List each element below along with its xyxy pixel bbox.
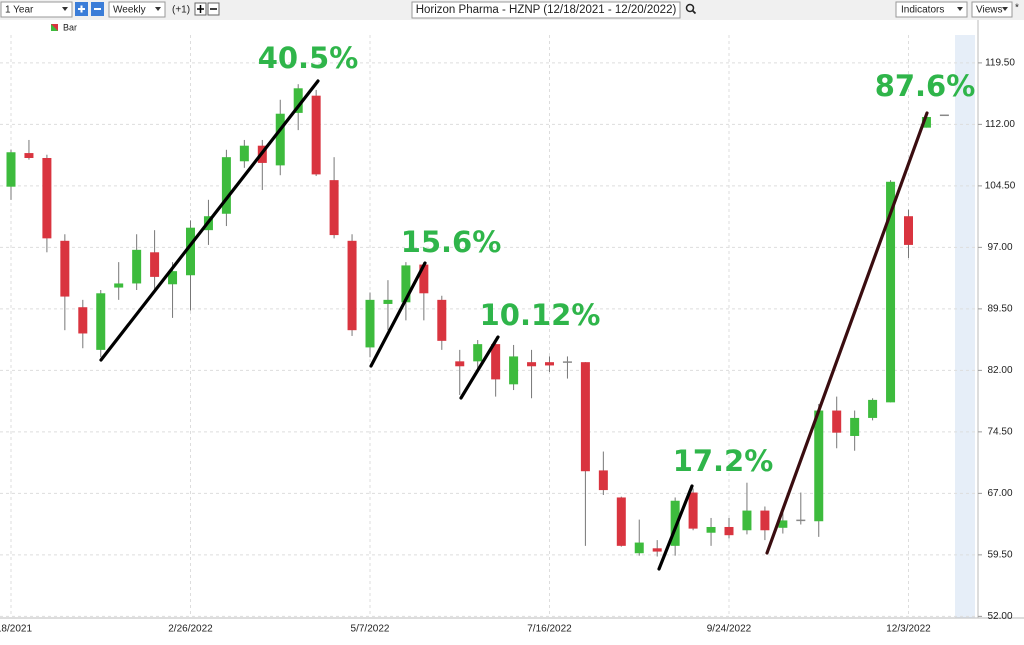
- candle-body: [688, 492, 698, 529]
- candle-body: [904, 216, 913, 245]
- candle-body: [850, 417, 860, 436]
- candle-body: [150, 252, 160, 277]
- y-tick-label: 119.50: [985, 58, 1015, 69]
- candle-body: [832, 410, 842, 433]
- y-tick-label: 67.00: [987, 488, 1012, 499]
- candle-body: [724, 526, 734, 536]
- candle-body: [545, 362, 554, 366]
- candle-body: [168, 271, 178, 285]
- candle-body: [634, 542, 644, 554]
- x-tick-label: 5/7/2022: [351, 624, 390, 635]
- range-select[interactable]: [0, 1, 73, 18]
- indicators-select[interactable]: [895, 1, 968, 18]
- views-text: Views: [976, 5, 1003, 16]
- candle-body: [311, 95, 321, 175]
- legend-label: Bar: [63, 22, 77, 32]
- candle-body: [939, 114, 949, 117]
- modified-star: *: [1015, 3, 1019, 14]
- candle-body: [527, 362, 537, 367]
- candle-body: [365, 299, 375, 348]
- candle-body: [132, 249, 142, 284]
- x-tick-label: 12/18/2021: [0, 624, 32, 635]
- candle-body: [186, 227, 195, 276]
- annotation: 10.12%: [480, 298, 601, 332]
- candle-body: [670, 500, 680, 546]
- candle-body: [886, 181, 896, 403]
- candle-body: [616, 497, 626, 546]
- candle-body: [473, 344, 483, 362]
- x-tick-label: 7/16/2022: [527, 624, 572, 635]
- candle-body: [814, 410, 824, 522]
- y-tick-label: 59.50: [987, 550, 1012, 561]
- future-zone: [955, 35, 975, 618]
- candle-body: [598, 470, 608, 491]
- candle-body: [6, 152, 16, 187]
- candle-body: [383, 299, 393, 304]
- annotation: 15.6%: [401, 225, 502, 259]
- candle-body: [868, 399, 878, 418]
- candle-body: [652, 548, 662, 552]
- y-tick-label: 89.50: [987, 304, 1012, 315]
- candle-body: [796, 519, 806, 522]
- candle-body: [24, 153, 34, 158]
- symbol-box[interactable]: [411, 1, 681, 19]
- candle-body: [419, 264, 429, 294]
- y-tick-label: 52.00: [987, 611, 1012, 622]
- interval-select[interactable]: [108, 1, 166, 18]
- candle-body: [760, 510, 770, 531]
- candle-body: [706, 526, 716, 533]
- x-tick-label: 12/3/2022: [886, 624, 931, 635]
- x-tick-label: 9/24/2022: [707, 624, 752, 635]
- y-tick-label: 82.00: [987, 365, 1012, 376]
- symbol-text: Horizon Pharma - HZNP (12/18/2021 - 12/2…: [416, 4, 677, 16]
- candle-body: [401, 265, 411, 303]
- annotation: 40.5%: [258, 41, 359, 75]
- candle-body: [221, 157, 231, 214]
- candle-body: [275, 113, 285, 166]
- y-tick-label: 97.00: [987, 242, 1012, 253]
- y-tick-label: 104.50: [985, 181, 1016, 192]
- candle-body: [778, 520, 788, 528]
- candle-body: [293, 88, 303, 113]
- x-tick-label: 2/26/2022: [168, 624, 213, 635]
- candle-body: [347, 240, 357, 331]
- candle-body: [491, 344, 501, 380]
- candle-body: [96, 293, 106, 350]
- candle-body: [562, 361, 572, 363]
- candle-body: [509, 356, 519, 385]
- candle-body: [78, 307, 88, 334]
- search-icon[interactable]: [685, 3, 695, 13]
- indicators-text: Indicators: [901, 5, 944, 16]
- offset-text: (+1): [172, 5, 190, 16]
- y-tick-label: 74.50: [987, 427, 1012, 438]
- annotation: 17.2%: [673, 444, 774, 478]
- candle-body: [329, 180, 339, 236]
- candle-body: [239, 145, 249, 162]
- candle-body: [580, 362, 590, 472]
- candle-body: [437, 299, 447, 341]
- candle-body: [60, 240, 70, 297]
- views-select[interactable]: [971, 1, 1013, 18]
- trend-lines: [99, 79, 929, 571]
- annotation: 87.6%: [875, 69, 976, 103]
- candle-body: [42, 157, 52, 239]
- candle-body: [114, 283, 124, 288]
- candle-body: [921, 116, 931, 128]
- y-tick-label: 112.00: [985, 119, 1015, 130]
- candle-body: [455, 361, 465, 367]
- range-text: 1 Year: [5, 5, 34, 16]
- candle-body: [742, 510, 752, 531]
- interval-text: Weekly: [113, 5, 146, 16]
